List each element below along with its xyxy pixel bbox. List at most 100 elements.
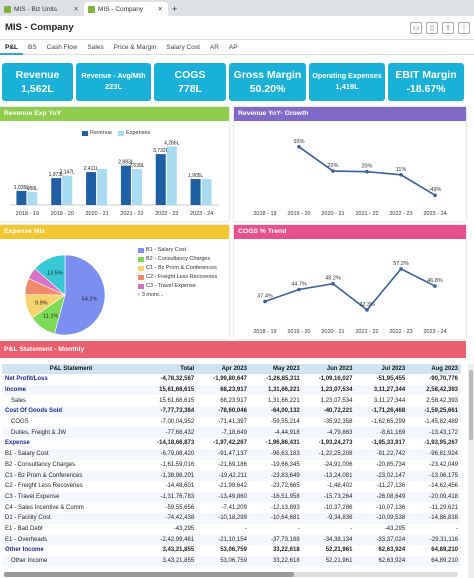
table-row[interactable]: Other Income 3,43,21,855 53,06,759 33,22,61… xyxy=(2,555,461,567)
legend-more[interactable]: › 3 more... xyxy=(138,292,217,298)
kpi-ebit-margin: EBIT Margin -18.67% xyxy=(388,63,464,101)
table-cell: -14,48,601 xyxy=(165,483,195,490)
legend-swatch xyxy=(138,265,144,271)
x-tick-label: 2019 - 20 xyxy=(287,211,310,217)
tab-sales[interactable]: Sales xyxy=(87,43,104,51)
x-tick-label: 2020 - 21 xyxy=(85,211,108,217)
table-cell: -1,45,82,489 xyxy=(424,419,458,426)
data-label: 1,973L xyxy=(49,172,65,178)
scrollbar-thumb[interactable] xyxy=(469,370,473,440)
bar-revenue xyxy=(51,178,62,205)
legend-label: C1 - Bz Prom & Conferences xyxy=(146,265,217,271)
column-header[interactable]: Aug 2023 xyxy=(408,364,461,374)
bar-expenses xyxy=(131,169,142,205)
table-row[interactable]: Income 15,61,68,615 68,23,917 1,31,66,221 1,… xyxy=(2,384,461,396)
table-cell: 3,11,27,344 xyxy=(373,397,406,404)
tab-price-margin[interactable]: Price & Margin xyxy=(113,43,157,51)
table-row[interactable]: C2 - Freight Less Recoveries -14,48,601 -2… xyxy=(2,481,461,492)
new-tab-button[interactable]: + xyxy=(168,2,182,16)
data-label: 32.3% xyxy=(359,302,375,308)
tab-pl[interactable]: P&L xyxy=(0,40,23,55)
tab-bs[interactable]: BS xyxy=(28,43,37,51)
table-row[interactable]: Net Profit/Loss -4,78,32,567 -1,99,80,647 -… xyxy=(2,374,461,385)
table-row[interactable]: Sales 15,61,68,615 68,23,917 1,31,66,221 1,2… xyxy=(2,395,461,406)
close-icon[interactable]: ✕ xyxy=(157,6,163,13)
table-cell: -64,00,132 xyxy=(249,406,303,417)
table-cell: -35,92,358 xyxy=(323,419,353,426)
table-row[interactable]: D1 - Facility Cost -74,42,438 -10,18,299 -1… xyxy=(2,512,461,524)
table-cell: -43,295 xyxy=(384,525,406,532)
column-header[interactable]: Apr 2023 xyxy=(197,364,250,374)
table-cell: 62,63,924 xyxy=(355,555,409,567)
table-row[interactable]: Other Income 3,43,21,855 53,06,759 33,22,61… xyxy=(2,545,461,556)
table-cell: -10,18,299 xyxy=(197,512,250,524)
table-row[interactable]: C3 - Travel Expense -1,31,76,783 -13,49,86… xyxy=(2,491,461,503)
kpi-value: 223L xyxy=(104,82,123,91)
more-arrow-icon: › xyxy=(138,292,140,298)
data-label: -49% xyxy=(429,187,442,193)
table-cell: -91,47,137 xyxy=(197,448,250,460)
column-header[interactable]: P&L Statement xyxy=(2,364,140,374)
more-options-icon[interactable]: ⋮ xyxy=(458,22,470,34)
table-cell: 3,43,21,855 xyxy=(140,555,198,567)
tab-salary-cost[interactable]: Salary Cost xyxy=(166,43,200,51)
legend-swatch xyxy=(138,283,144,289)
browser-tab-biz-units[interactable]: MIS - Biz Units ✕ xyxy=(0,2,84,16)
table-row[interactable]: B2 - Consultancy Charges -1,61,59,016 -21,… xyxy=(2,460,461,471)
legend-label: C2 - Freight Less Recoveries xyxy=(146,274,218,280)
row-label: Duties, Freight & JW xyxy=(2,427,140,439)
scrollbar-thumb[interactable] xyxy=(4,572,294,577)
table-row[interactable]: B1 - Salary Cost -6,79,08,420 -91,47,137 -9… xyxy=(2,448,461,460)
table-cell: 3,11,27,344 xyxy=(355,384,409,396)
revenue-growth-panel: Revenue YoY- Growth 93% 22% 20% 11% -49% 2018… xyxy=(234,107,466,221)
comment-icon[interactable]: ▭ xyxy=(410,22,422,34)
table-cell: -7,00,04,952 xyxy=(160,419,195,426)
share-icon[interactable]: ⇪ xyxy=(442,22,454,34)
kpi-revenue: Revenue 1,562L xyxy=(2,63,73,101)
table-row[interactable]: Duties, Freight & JW -77,68,432 -7,18,649-… xyxy=(2,427,461,439)
table-cell: 1,31,66,221 xyxy=(267,397,300,404)
x-tick-label: 2021 - 22 xyxy=(120,211,143,217)
column-header[interactable]: Jun 2023 xyxy=(302,364,356,374)
panel-title: P&L Statement - Monthly xyxy=(0,341,466,358)
data-label: 44.7% xyxy=(291,281,307,287)
column-header[interactable]: Total xyxy=(140,364,198,374)
browser-tab-company[interactable]: MIS - Company ✕ xyxy=(84,2,168,16)
close-icon[interactable]: ✕ xyxy=(73,6,79,13)
table-row[interactable]: COGS -7,00,04,952 -71,41,397 -59,55,214 -35,… xyxy=(2,417,461,428)
report-tabs: P&L BS Cash Flow Sales Price & Margin Sa… xyxy=(0,40,474,55)
bar-revenue xyxy=(190,179,201,205)
table-cell: 64,89,210 xyxy=(408,555,461,567)
column-header[interactable]: Jul 2023 xyxy=(355,364,409,374)
table-row[interactable]: C1 - Bz Prom & Conferences -1,38,98,201 -1… xyxy=(2,470,461,481)
table-row[interactable]: Cost Of Goods Sold -7,77,73,384 -78,60,046… xyxy=(2,406,461,417)
tab-ar[interactable]: AR xyxy=(209,43,219,51)
table-row[interactable]: Expense -14,18,66,873 -1,97,42,267 -1,96,86… xyxy=(2,438,461,449)
bookmark-icon[interactable]: ▯ xyxy=(426,22,438,34)
kpi-value: 778L xyxy=(178,83,202,95)
data-point xyxy=(433,193,437,198)
table-cell: -1,26,85,311 xyxy=(266,376,300,383)
table-cell: -90,70,776 xyxy=(429,376,458,383)
table-row[interactable]: C4 - Sales Incentive & Comm -59,55,656 -7,… xyxy=(2,502,461,513)
bar-expenses xyxy=(27,192,38,205)
table-cell: -20,85,734 xyxy=(376,461,406,468)
tab-cash-flow[interactable]: Cash Flow xyxy=(46,43,78,51)
column-header[interactable]: May 2023 xyxy=(249,364,303,374)
table-cell: -6,79,08,420 xyxy=(140,448,198,460)
table-cell: -4,44,918 xyxy=(249,427,303,439)
table-cell: -1,59,25,661 xyxy=(408,406,461,417)
table-row[interactable]: E1 - Overheads -2,42,99,461 -21,10,154 -37,… xyxy=(2,534,461,545)
panel-title: Revenue Exp YoY xyxy=(0,107,229,121)
row-label: Income xyxy=(2,384,140,396)
table-row[interactable]: E1 - Bad Debt -43,295 - - - -43,295 - xyxy=(2,524,461,535)
legend-swatch xyxy=(118,130,125,136)
x-tick-label: 2021 - 22 xyxy=(355,329,378,335)
kpi-gross-margin: Gross Margin 50.20% xyxy=(229,63,306,101)
data-point xyxy=(365,169,369,174)
vertical-scrollbar[interactable] xyxy=(468,364,474,578)
tab-ap[interactable]: AP xyxy=(228,43,238,51)
table-cell: -21,99,642 xyxy=(218,483,247,490)
bar-revenue xyxy=(86,172,97,205)
horizontal-scrollbar[interactable] xyxy=(4,572,458,577)
